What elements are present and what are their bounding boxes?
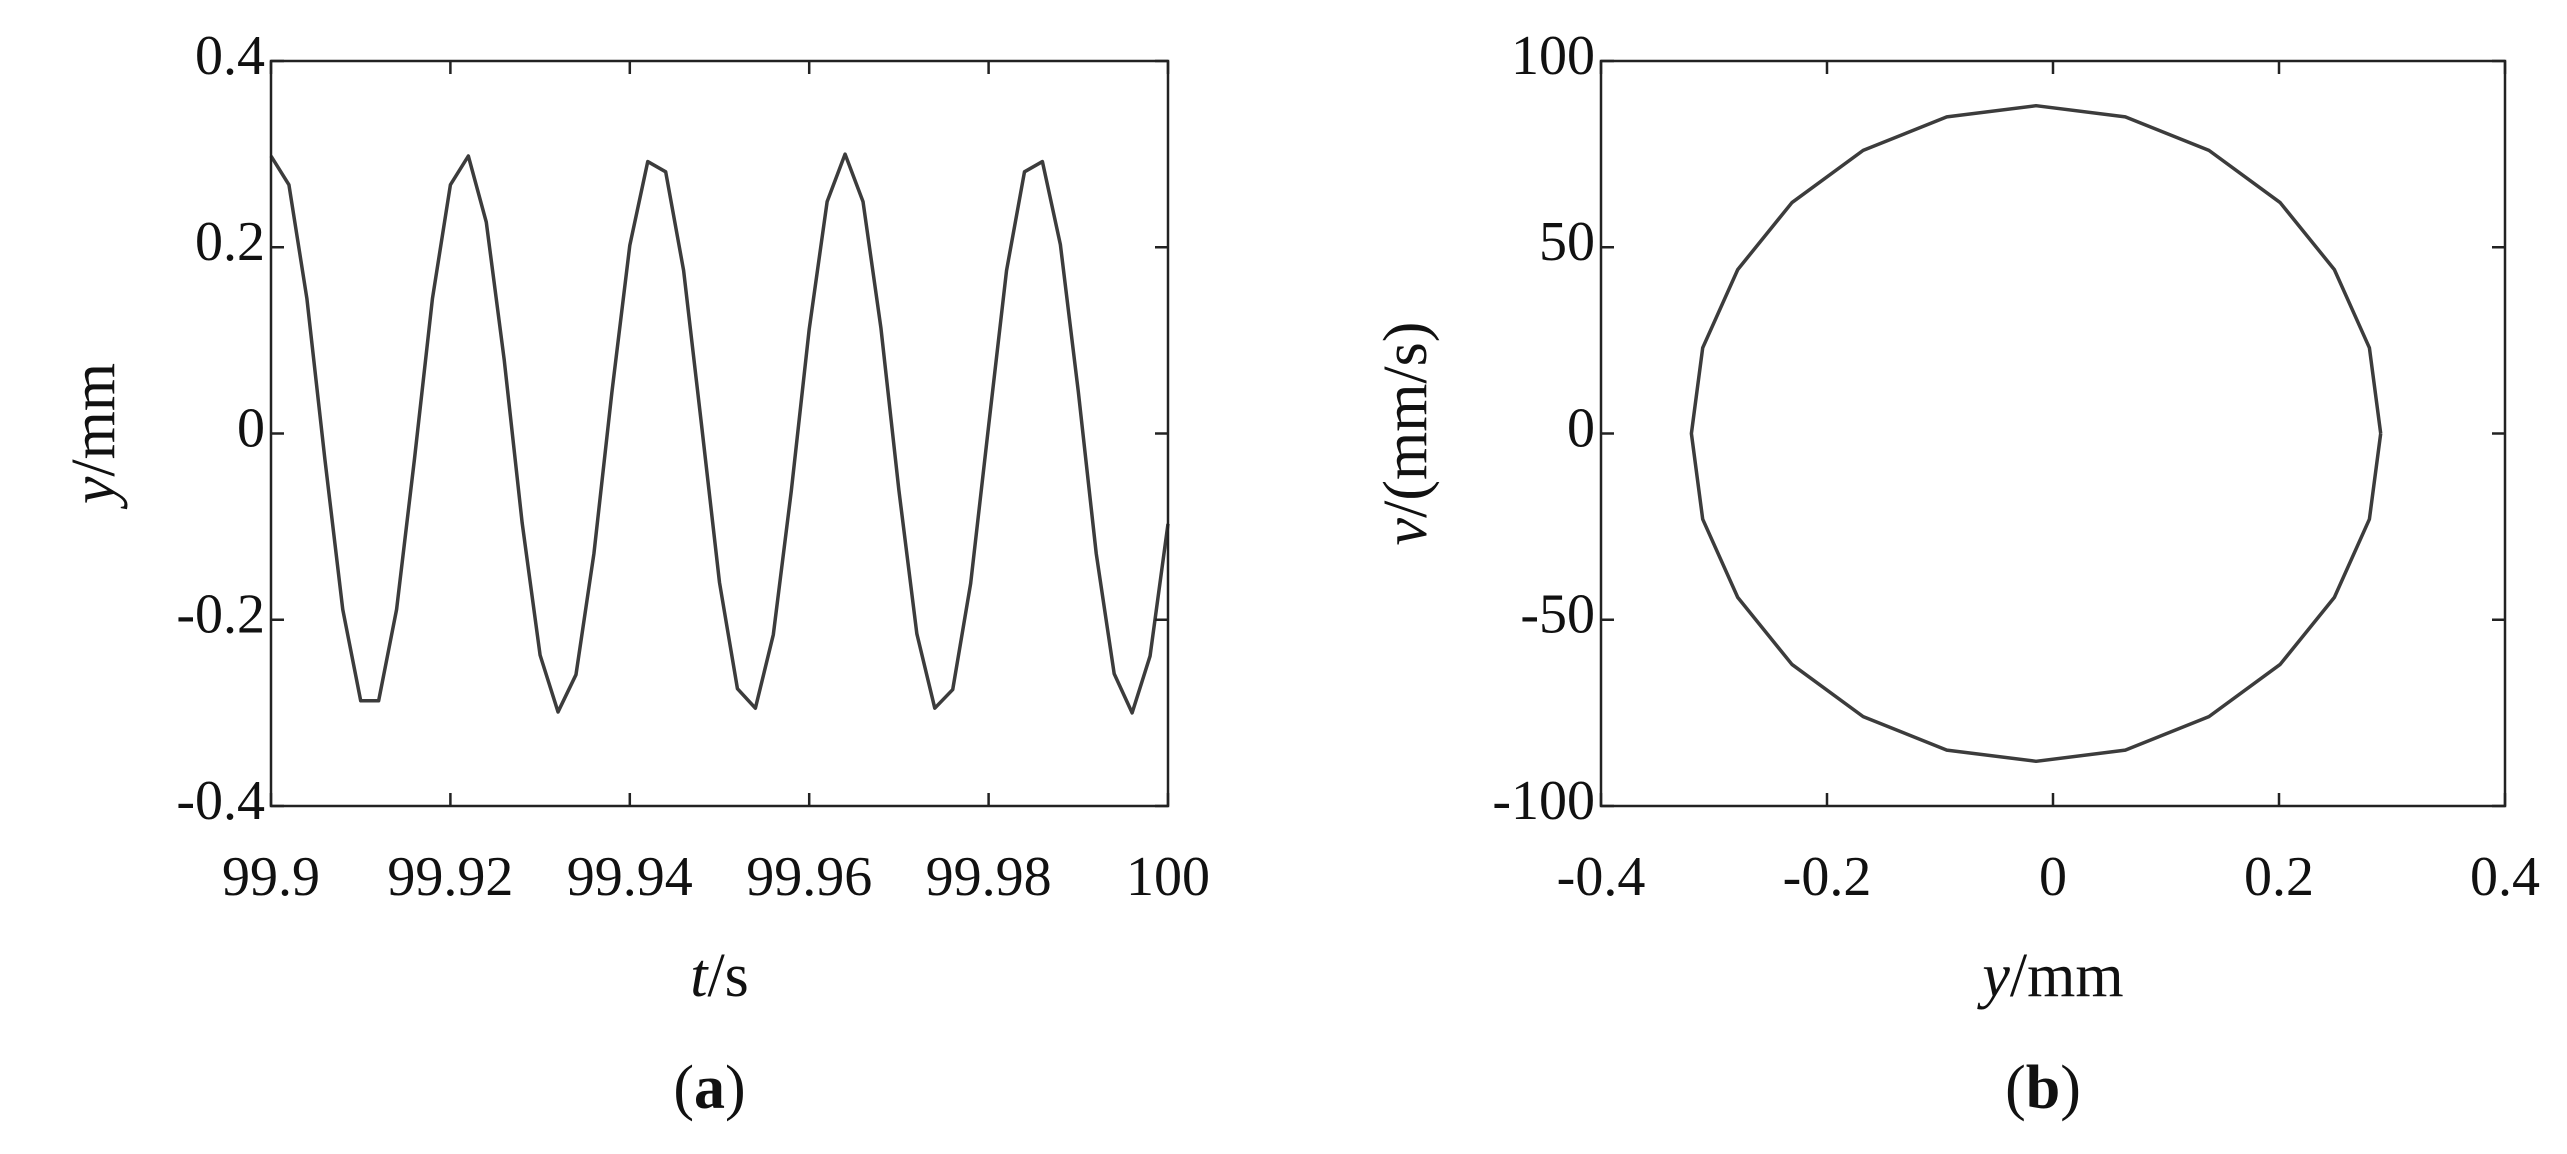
label-part: b (2026, 1054, 2060, 1122)
x-tick-label: 99.9 (222, 846, 320, 908)
label-part: y (1976, 942, 2010, 1010)
x-tick-label: 0 (2039, 846, 2067, 908)
y-tick-label: 0 (1567, 397, 1595, 459)
y-tick-label: 0.4 (195, 25, 265, 87)
y-tick-label: -100 (1492, 770, 1595, 832)
y-tick-label: -0.4 (176, 770, 265, 832)
y-tick-label: 0.2 (195, 211, 265, 273)
xlabel-parts: t/s (690, 942, 749, 1010)
data-line (1689, 103, 2383, 764)
label-part: /mm (60, 363, 128, 477)
label-part: a (694, 1054, 725, 1122)
y-tick-label: 0 (237, 397, 265, 459)
x-tick-label: 99.94 (567, 846, 693, 908)
label-part: ) (2060, 1054, 2081, 1122)
panel-label-parts: (b) (2005, 1054, 2081, 1122)
ylabel-parts: y/mm (60, 363, 128, 510)
label-part: ) (725, 1054, 746, 1122)
label-part: t (690, 942, 709, 1010)
x-tick-label: 99.98 (926, 846, 1052, 908)
panel-label-parts: (a) (673, 1054, 745, 1122)
label-part: /(mm/s) (1372, 322, 1440, 518)
label-part: ( (2005, 1054, 2026, 1122)
data-line (269, 152, 1170, 715)
label-part: v (1372, 517, 1440, 545)
x-tick-label: 0.4 (2470, 846, 2540, 908)
ylabel-parts: v/(mm/s) (1372, 322, 1440, 546)
y-tick-label: 100 (1511, 25, 1595, 87)
y-tick-label: 50 (1539, 211, 1595, 273)
y-tick-label: -50 (1520, 584, 1595, 646)
plot-frame (269, 59, 1170, 808)
x-tick-label: 0.2 (2244, 846, 2314, 908)
label-part: /mm (2010, 942, 2124, 1010)
label-part: ( (673, 1054, 694, 1122)
label-part: y (60, 476, 128, 510)
x-tick-label: 99.96 (746, 846, 872, 908)
label-part: /s (707, 942, 748, 1010)
x-tick-label: 100 (1126, 846, 1210, 908)
plot-frame (1599, 59, 2507, 808)
x-tick-label: 99.92 (387, 846, 513, 908)
x-tick-label: -0.4 (1557, 846, 1646, 908)
y-tick-label: -0.2 (176, 584, 265, 646)
xlabel-parts: y/mm (1976, 942, 2123, 1010)
x-tick-label: -0.2 (1783, 846, 1872, 908)
